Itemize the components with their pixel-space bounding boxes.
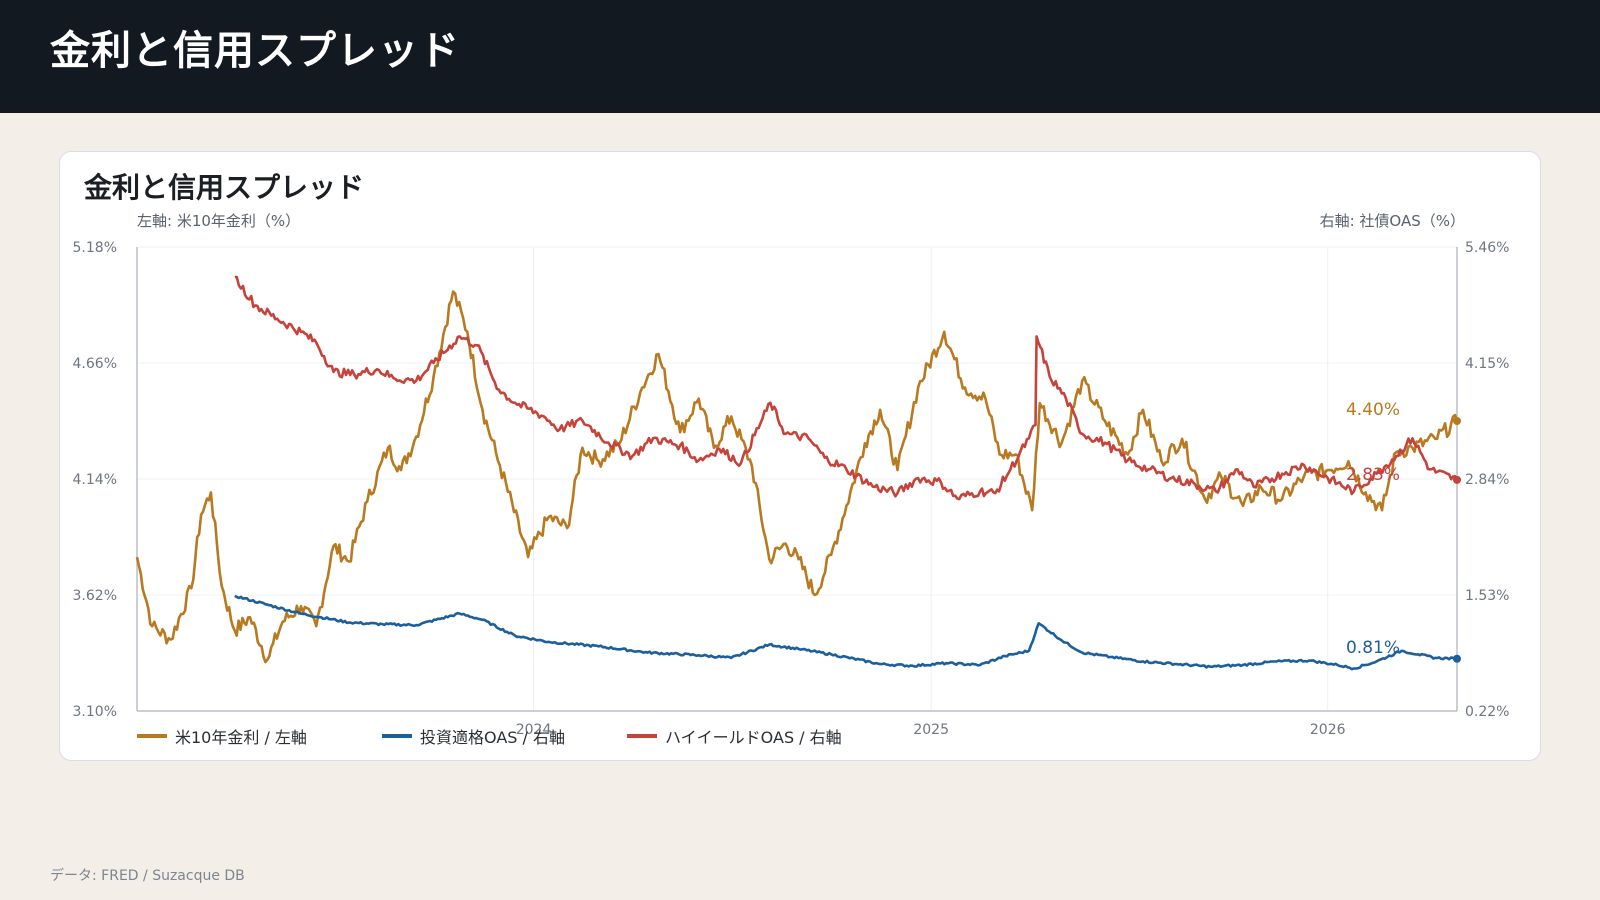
chart-title: 金利と信用スプレッド bbox=[84, 171, 365, 204]
y-tick-left: 4.14% bbox=[73, 472, 117, 488]
chart-card bbox=[59, 151, 1541, 761]
legend-item-hy[interactable]: ハイイールドOAS / 右軸 bbox=[627, 724, 872, 748]
y-tick-right: 0.22% bbox=[1465, 704, 1509, 720]
ig-oas-end-label: 0.81% bbox=[1346, 638, 1400, 658]
legend-item-ig[interactable]: 投資適格OAS / 右軸 bbox=[382, 724, 627, 748]
y-tick-left: 4.66% bbox=[73, 356, 117, 372]
legend-swatch-treasury bbox=[137, 734, 167, 738]
ig-oas-line bbox=[234, 594, 1458, 671]
y-tick-right: 2.84% bbox=[1465, 472, 1509, 488]
legend-label-ig: 投資適格OAS / 右軸 bbox=[420, 728, 565, 747]
treasury-end-label: 4.40% bbox=[1346, 400, 1400, 420]
treasury-end-dot bbox=[1453, 417, 1461, 425]
legend-item-treasury[interactable]: 米10年金利 / 左軸 bbox=[137, 724, 382, 748]
legend-label-treasury: 米10年金利 / 左軸 bbox=[175, 728, 307, 747]
treasury-line bbox=[135, 290, 1459, 664]
hy-oas-line bbox=[234, 275, 1459, 501]
y-tick-left: 5.18% bbox=[73, 240, 117, 256]
x-tick-label: 2026 bbox=[1310, 722, 1346, 738]
x-tick-label: 2024 bbox=[516, 722, 552, 738]
left-axis-caption: 左軸: 米10年金利（%） bbox=[137, 212, 301, 230]
y-tick-right: 1.53% bbox=[1465, 588, 1509, 604]
hy-oas-end-label: 2.83% bbox=[1346, 465, 1400, 485]
y-tick-right: 5.46% bbox=[1465, 240, 1509, 256]
y-tick-right: 4.15% bbox=[1465, 356, 1509, 372]
header-bar: 金利と信用スプレッド bbox=[0, 0, 1600, 113]
ig-oas-end-dot bbox=[1453, 654, 1461, 663]
chart-legend: 米10年金利 / 左軸 投資適格OAS / 右軸 ハイイールドOAS / 右軸 bbox=[137, 724, 872, 748]
hy-oas-end-dot bbox=[1453, 475, 1461, 484]
legend-label-hy: ハイイールドOAS / 右軸 bbox=[665, 728, 842, 747]
x-tick-label: 2025 bbox=[913, 722, 949, 738]
legend-swatch-ig bbox=[382, 734, 412, 738]
legend-swatch-hy bbox=[627, 734, 657, 738]
page-title: 金利と信用スプレッド bbox=[50, 28, 460, 74]
data-source-note: データ: FRED / Suzacque DB bbox=[50, 868, 245, 884]
y-tick-left: 3.62% bbox=[73, 588, 117, 604]
y-tick-left: 3.10% bbox=[73, 704, 117, 720]
right-axis-caption: 右軸: 社債OAS（%） bbox=[1319, 212, 1465, 230]
